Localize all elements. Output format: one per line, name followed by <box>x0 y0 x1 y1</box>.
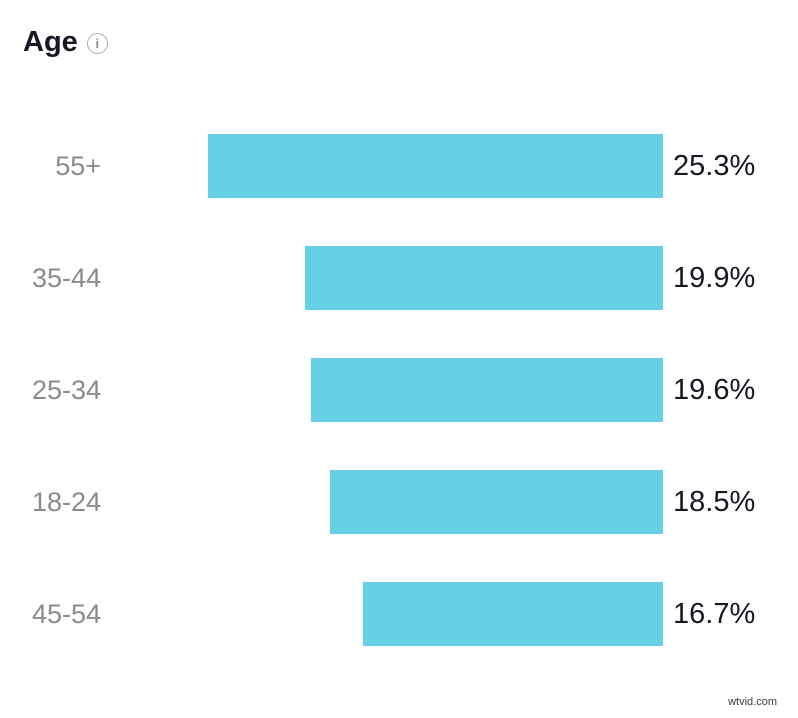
value-label: 19.6% <box>673 373 756 406</box>
age-bar-chart: 55+ 25.3% 35-44 19.9% 25-34 19.6% 18-24 18.5% 45… <box>0 134 798 694</box>
bar <box>311 358 663 422</box>
category-label: 35-44 <box>31 262 101 293</box>
watermark: wtvid.com <box>728 696 777 708</box>
bar-track <box>101 246 663 310</box>
category-label: 55+ <box>55 150 101 181</box>
chart-row: 45-54 16.7% <box>0 582 798 646</box>
category-label: 18-24 <box>31 486 101 517</box>
value-label: 18.5% <box>673 485 756 518</box>
bar <box>363 582 663 646</box>
bar <box>330 470 663 534</box>
bar <box>208 134 663 198</box>
category-label: 45-54 <box>31 598 101 629</box>
info-icon[interactable]: i <box>86 33 108 54</box>
value-label: 19.9% <box>673 261 756 294</box>
chart-row: 18-24 18.5% <box>0 470 798 534</box>
bar-track <box>101 134 663 198</box>
chart-row: 55+ 25.3% <box>0 134 798 198</box>
category-label: 25-34 <box>31 374 101 405</box>
chart-row: 25-34 19.6% <box>0 358 798 422</box>
value-label: 25.3% <box>673 149 756 182</box>
bar-track <box>101 470 663 534</box>
bar-track <box>101 582 663 646</box>
value-label: 16.7% <box>673 597 756 630</box>
bar <box>305 246 663 310</box>
chart-row: 35-44 19.9% <box>0 246 798 310</box>
page-title: Age <box>23 26 78 58</box>
bar-track <box>101 358 663 422</box>
chart-header: Age i <box>0 0 798 57</box>
